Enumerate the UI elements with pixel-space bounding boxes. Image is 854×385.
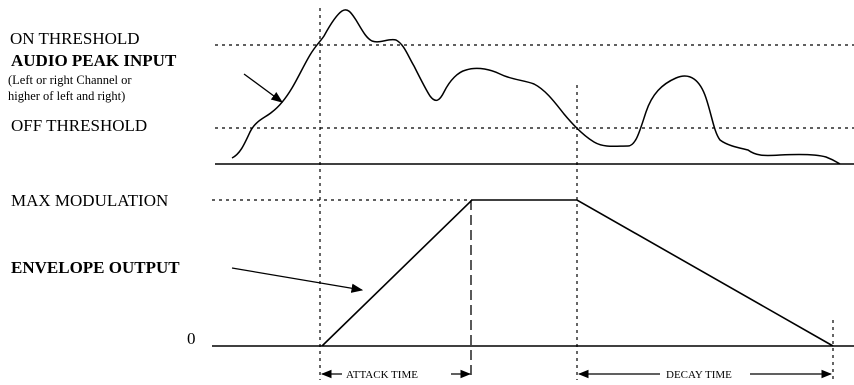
envelope-output-curve — [321, 199, 834, 347]
on-threshold-label: ON THRESHOLD — [10, 29, 140, 48]
audio-peak-input-label: AUDIO PEAK INPUT — [11, 51, 177, 70]
max-modulation-label: MAX MODULATION — [11, 191, 168, 210]
audio-source-note-line2: higher of left and right) — [8, 89, 125, 103]
audio-source-note-line1: (Left or right Channel or — [8, 73, 132, 87]
envelope-output-label: ENVELOPE OUTPUT — [11, 258, 180, 277]
attack-time-label: ATTACK TIME — [346, 369, 418, 381]
audio-peak-waveform — [231, 9, 841, 165]
off-threshold-label: OFF THRESHOLD — [11, 116, 147, 135]
decay-time-label: DECAY TIME — [666, 369, 732, 381]
zero-level-label: 0 — [187, 329, 196, 348]
audio-input-pointer-arrow — [243, 73, 283, 103]
envelope-output-pointer-arrow — [231, 267, 364, 293]
